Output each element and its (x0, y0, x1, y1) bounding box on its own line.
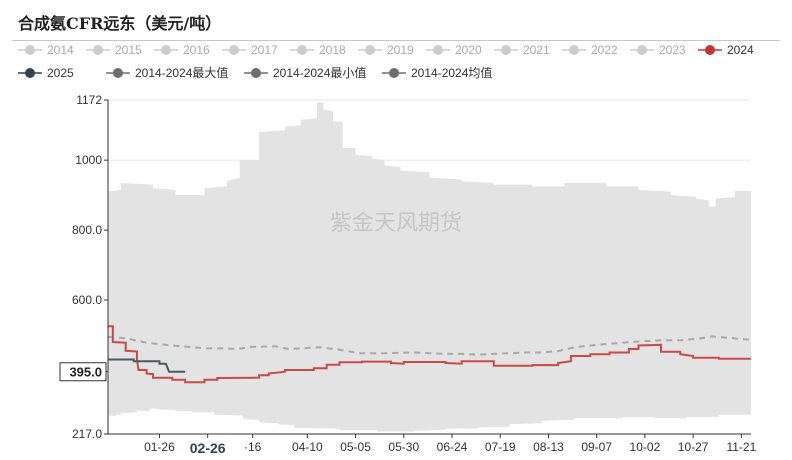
legend-dot-marker (297, 45, 307, 55)
legend-item-2014[interactable]: 2014 (18, 43, 74, 57)
legend-item-2014-2024最大值[interactable]: 2014-2024最大值 (106, 65, 228, 80)
chart-title: 合成氨CFR远东（美元/吨） (18, 14, 222, 33)
max-min-range-band (108, 102, 751, 432)
legend-label: 2025 (47, 66, 74, 80)
legend-item-2015[interactable]: 2015 (86, 43, 142, 57)
y-tick-label: 600.0 (72, 293, 102, 307)
x-tick-label: 07-19 (485, 440, 516, 454)
y-tick-label: 800.0 (72, 223, 102, 237)
legend-label: 2016 (183, 43, 210, 57)
x-tick-label: 10-27 (678, 440, 709, 454)
x-tick-label: 02-26 (190, 440, 226, 456)
x-tick-label: 10-02 (630, 440, 661, 454)
legend-dot-marker (501, 45, 511, 55)
legend-label: 2014-2024最大值 (135, 65, 228, 80)
legend-item-2014-2024最小值[interactable]: 2014-2024最小值 (244, 65, 366, 80)
x-tick-label: 05-05 (340, 440, 371, 454)
legend-label: 2022 (591, 43, 618, 57)
legend-label: 2020 (455, 43, 482, 57)
y-tick-label: 395.0 (69, 365, 102, 380)
series-line-avg (107, 335, 752, 356)
legend-label: 2023 (659, 43, 686, 57)
legend-label: 2014-2024均值 (411, 65, 492, 80)
y-tick-label: 1172 (76, 93, 102, 107)
legend-dot-marker (433, 45, 443, 55)
legend-item-2017[interactable]: 2017 (222, 43, 278, 57)
legend-dot-marker (705, 45, 715, 55)
legend-label: 2014 (47, 43, 74, 57)
legend-dot-marker (389, 68, 399, 78)
legend-label: 2019 (387, 43, 414, 57)
y-pointer-label: 395.0 (59, 362, 107, 382)
legend-label: 2024 (727, 43, 754, 57)
legend-dot-marker (569, 45, 579, 55)
legend-item-2018[interactable]: 2018 (290, 43, 346, 57)
legend-item-2024[interactable]: 2024 (698, 43, 754, 57)
x-tick-label: 08-13 (533, 440, 564, 454)
x-tick-label: 05-30 (388, 440, 419, 454)
legend-dot-marker (251, 68, 261, 78)
legend-dot-marker (25, 68, 35, 78)
legend-item-2014-2024均值[interactable]: 2014-2024均值 (382, 65, 492, 80)
legend-item-2021[interactable]: 2021 (494, 43, 550, 57)
legend-dot-marker (365, 45, 375, 55)
legend-item-2025[interactable]: 2025 (18, 66, 74, 80)
axes: 1172 1000 800.0 600.0 395.0 217.0 01-26 02-26 ·1… (59, 93, 757, 456)
watermark-text: 紫金天风期货 (330, 211, 462, 236)
legend-item-2022[interactable]: 2022 (562, 43, 618, 57)
plot-area: 紫金天风期货 (107, 102, 752, 432)
legend-dot-marker (25, 45, 35, 55)
legend-dot-marker (229, 45, 239, 55)
legend-dot-marker (113, 68, 123, 78)
legend-label: 2017 (251, 43, 278, 57)
legend-label: 2021 (523, 43, 550, 57)
legend: 2014 2015 2016 2017 2018 2019 2020 2021 2022 2023… (18, 43, 754, 80)
x-tick-label: 04-10 (292, 440, 323, 454)
legend-label: 2018 (319, 43, 346, 57)
y-tick-label: 1000 (75, 153, 102, 167)
series-line-2024 (108, 325, 751, 384)
legend-item-2019[interactable]: 2019 (358, 43, 414, 57)
y-tick-label: 217.0 (72, 427, 102, 441)
legend-item-2020[interactable]: 2020 (426, 43, 482, 57)
series-line-2025 (108, 358, 186, 373)
legend-dot-marker (637, 45, 647, 55)
x-tick-label: 11-21 (726, 440, 756, 454)
legend-dot-marker (93, 45, 103, 55)
title-divider (12, 40, 780, 41)
x-tick-label: 09-07 (581, 440, 612, 454)
legend-item-2023[interactable]: 2023 (630, 43, 686, 57)
legend-dot-marker (161, 45, 171, 55)
legend-label: 2014-2024最小值 (273, 65, 366, 80)
x-tick-label: ·16 (244, 440, 262, 454)
legend-item-2016[interactable]: 2016 (154, 43, 210, 57)
x-tick-label: 06-24 (437, 440, 468, 454)
y-pointer-box (59, 362, 107, 382)
legend-label: 2015 (115, 43, 142, 57)
x-tick-label: 01-26 (144, 440, 175, 454)
